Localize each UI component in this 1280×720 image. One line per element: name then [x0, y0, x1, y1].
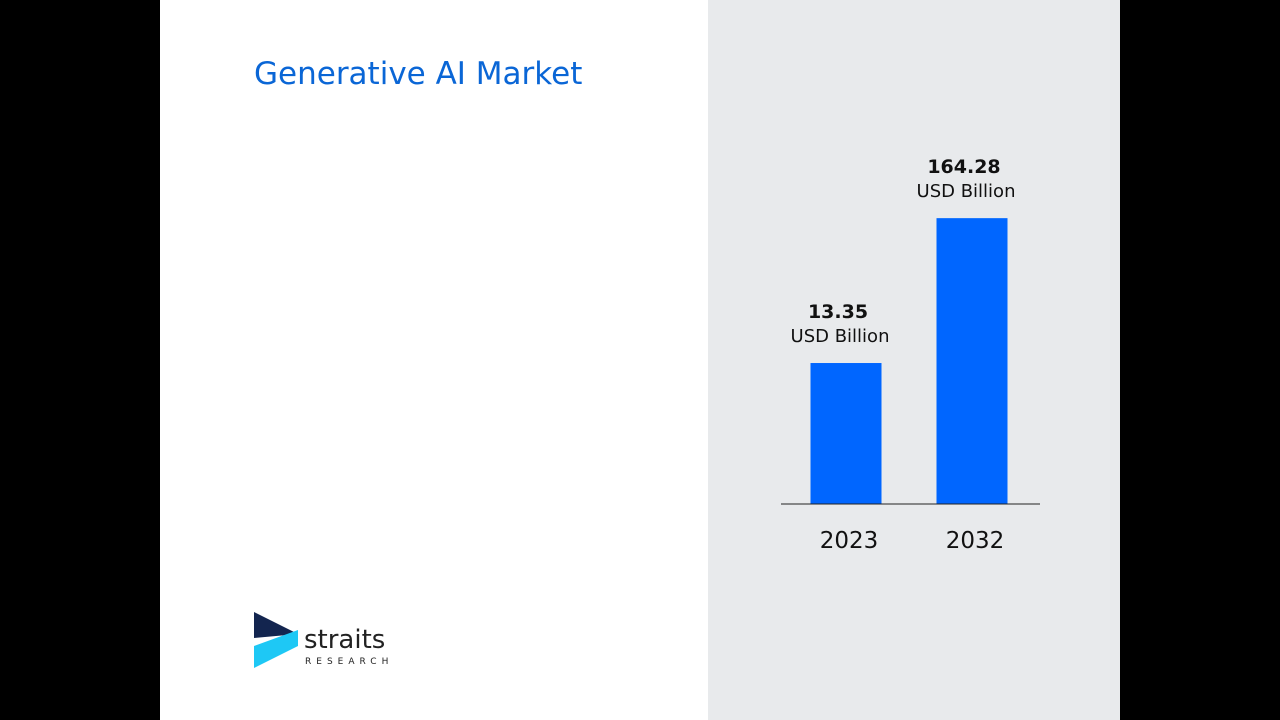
x-tick-label: 2032	[946, 528, 1005, 554]
chart-panel	[708, 0, 1120, 720]
logo-text: straits	[304, 625, 385, 655]
straits-research-logo: straits RESEARCH	[254, 612, 393, 668]
bar-2023	[810, 363, 882, 504]
data-label-unit: USD Billion	[791, 326, 890, 347]
page-title: Generative AI Market	[254, 56, 583, 92]
bar-2032	[936, 218, 1008, 504]
x-tick-label: 2023	[820, 528, 879, 554]
logo-subtext: RESEARCH	[305, 657, 393, 667]
data-label-value: 164.28	[927, 156, 1000, 178]
data-label-unit: USD Billion	[917, 181, 1016, 202]
data-label-value: 13.35	[808, 301, 868, 323]
bar-chart: 13.35 USD Billion 2023 164.28 USD Billion 203…	[781, 156, 1040, 554]
slide: Generative AI Market 13.35 USD Billion 202…	[160, 0, 1120, 720]
